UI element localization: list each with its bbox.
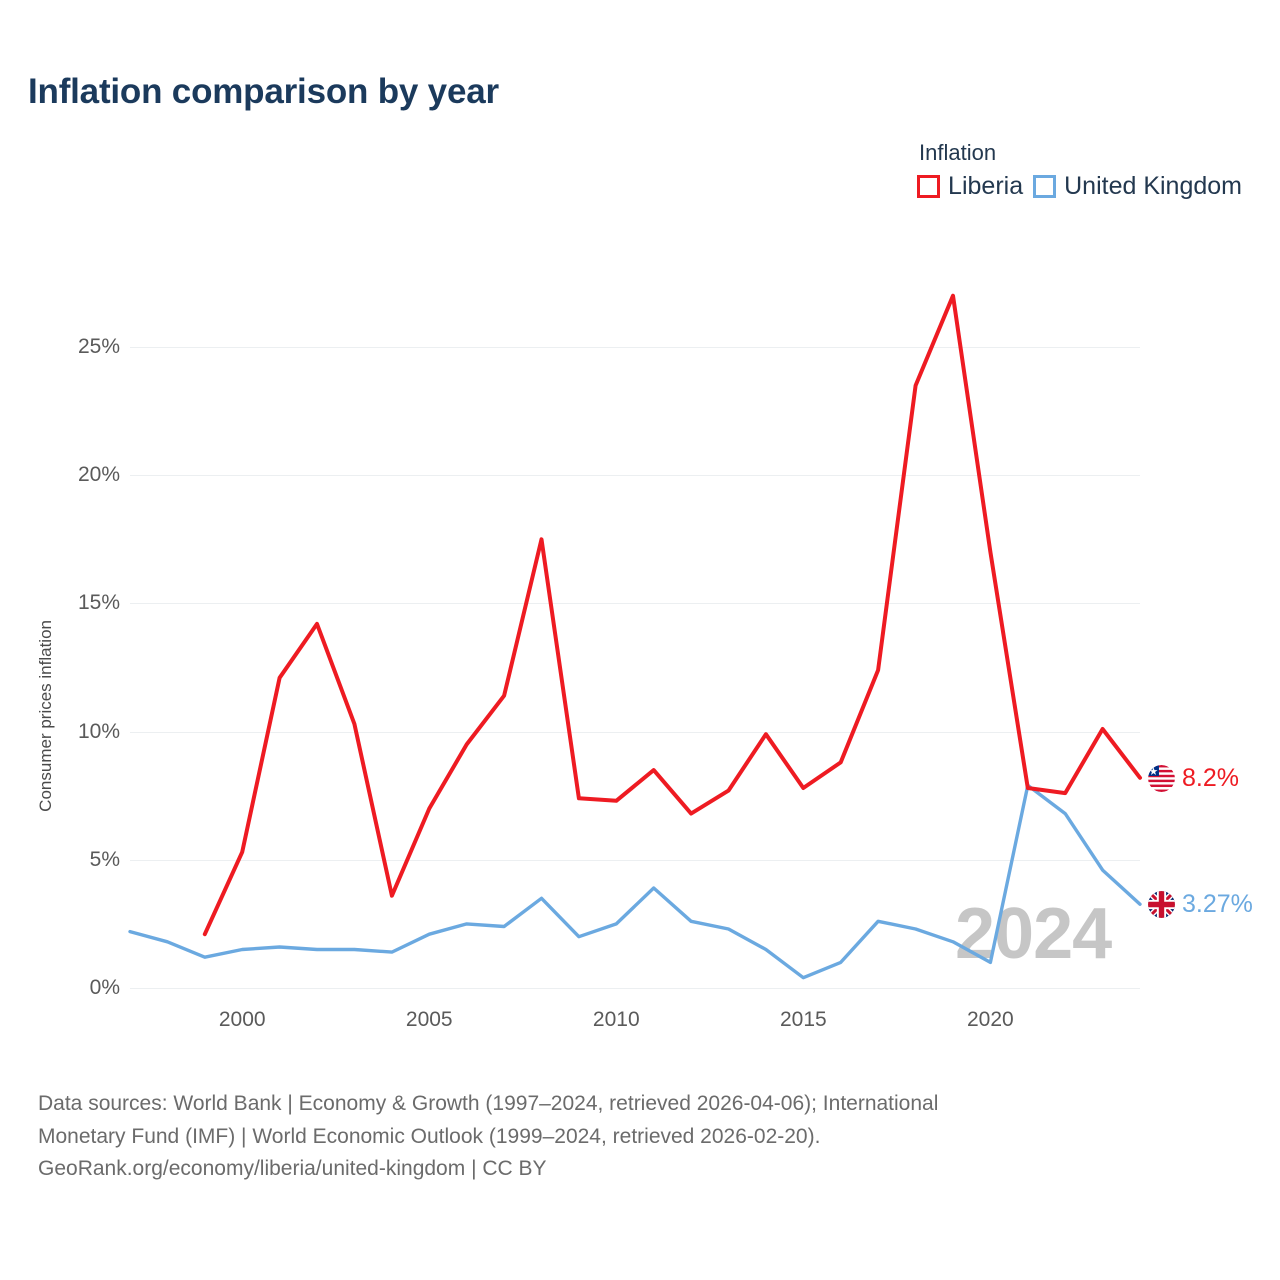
footer-sources: Data sources: World Bank | Economy & Gro… bbox=[38, 1088, 1220, 1186]
legend-item-united-kingdom[interactable]: United Kingdom bbox=[1033, 172, 1242, 201]
footer-line-2: Monetary Fund (IMF) | World Economic Out… bbox=[38, 1124, 821, 1148]
x-axis-tick-label: 2010 bbox=[592, 1008, 640, 1031]
end-label-united-kingdom: 3.27% bbox=[1148, 890, 1253, 919]
end-label-value-liberia: 8.2% bbox=[1182, 763, 1239, 792]
legend-title: Inflation bbox=[919, 140, 997, 165]
x-axis-tick-label: 2000 bbox=[218, 1008, 266, 1031]
x-axis-tick-label: 2015 bbox=[779, 1008, 827, 1031]
uk-flag-icon bbox=[1148, 891, 1175, 919]
series-line-united-kingdom bbox=[128, 783, 1142, 980]
y-axis-tick-label: 15% bbox=[77, 591, 120, 615]
gridline bbox=[130, 347, 1140, 348]
series-line-liberia bbox=[202, 293, 1142, 937]
legend-item-liberia[interactable]: Liberia bbox=[917, 172, 1023, 201]
y-axis-ticks: 0% 5% 10% 15% 20% 25% bbox=[48, 0, 130, 1280]
gridline bbox=[130, 475, 1140, 477]
footer-line-1: Data sources: World Bank | Economy & Gro… bbox=[38, 1092, 939, 1115]
end-label-value-united-kingdom: 3.27% bbox=[1182, 890, 1253, 919]
y-axis-tick-label: 20% bbox=[77, 463, 120, 487]
legend-swatch-liberia bbox=[917, 175, 941, 198]
y-axis-tick-label: 0% bbox=[89, 976, 120, 999]
end-label-liberia: 8.2% bbox=[1148, 764, 1239, 793]
x-axis-tick-label: 2005 bbox=[405, 1008, 453, 1031]
liberia-flag-icon bbox=[1148, 764, 1175, 792]
legend-label-liberia: Liberia bbox=[948, 172, 1024, 200]
footer-line-3: GeoRank.org/economy/liberia/united-kingd… bbox=[38, 1157, 547, 1181]
gridline bbox=[130, 859, 1140, 861]
y-axis-tick-label: 10% bbox=[77, 719, 120, 743]
y-axis-tick-label: 5% bbox=[89, 847, 120, 871]
legend-swatch-united-kingdom bbox=[1033, 175, 1057, 198]
chart-legend: Inflation Liberia United Kingdom bbox=[917, 140, 1242, 201]
gridline bbox=[130, 603, 1140, 605]
gridline bbox=[130, 988, 1140, 989]
page-title: Inflation comparison by year bbox=[28, 72, 499, 111]
gridline bbox=[130, 731, 1140, 733]
y-axis-tick-label: 25% bbox=[77, 335, 120, 358]
x-axis-tick-label: 2020 bbox=[967, 1008, 1014, 1031]
legend-label-united-kingdom: United Kingdom bbox=[1064, 172, 1242, 200]
